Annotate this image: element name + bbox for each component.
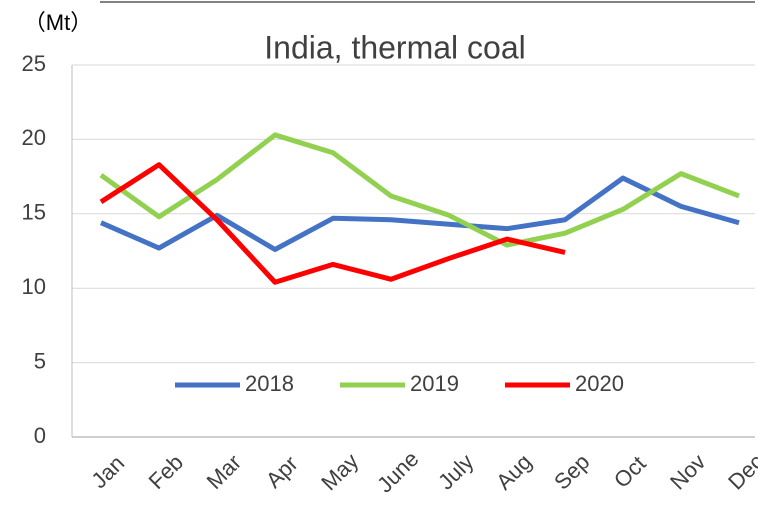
x-tick-label: Nov <box>665 449 710 494</box>
series-line <box>99 132 740 248</box>
x-tick-label: Sep <box>549 449 594 494</box>
legend-label: 2018 <box>245 371 294 396</box>
x-tick-label: June <box>372 446 423 497</box>
x-tick-label: Feb <box>144 450 188 494</box>
legend-label: 2020 <box>575 371 624 396</box>
y-axis-label: （Mt） <box>24 10 92 35</box>
y-tick-label: 0 <box>34 423 46 448</box>
y-tick-label: 20 <box>22 125 46 150</box>
x-tick-label: July <box>433 449 478 494</box>
y-tick-label: 25 <box>22 51 46 76</box>
x-tick-label: Aug <box>491 449 536 494</box>
x-tick-label: Jan <box>86 450 129 493</box>
x-tick-label: Apr <box>261 451 303 493</box>
x-tick-label: May <box>316 448 363 495</box>
y-tick-label: 5 <box>34 348 46 373</box>
legend-label: 2019 <box>410 371 459 396</box>
x-tick-label: Oct <box>609 451 651 493</box>
series-line <box>99 162 566 285</box>
y-tick-label: 10 <box>22 274 46 299</box>
chart-title: India, thermal coal <box>264 29 525 65</box>
x-tick-label: Mar <box>202 450 246 494</box>
series-line <box>100 175 740 253</box>
x-tick-label: Dec <box>723 449 758 494</box>
y-tick-label: 15 <box>22 200 46 225</box>
